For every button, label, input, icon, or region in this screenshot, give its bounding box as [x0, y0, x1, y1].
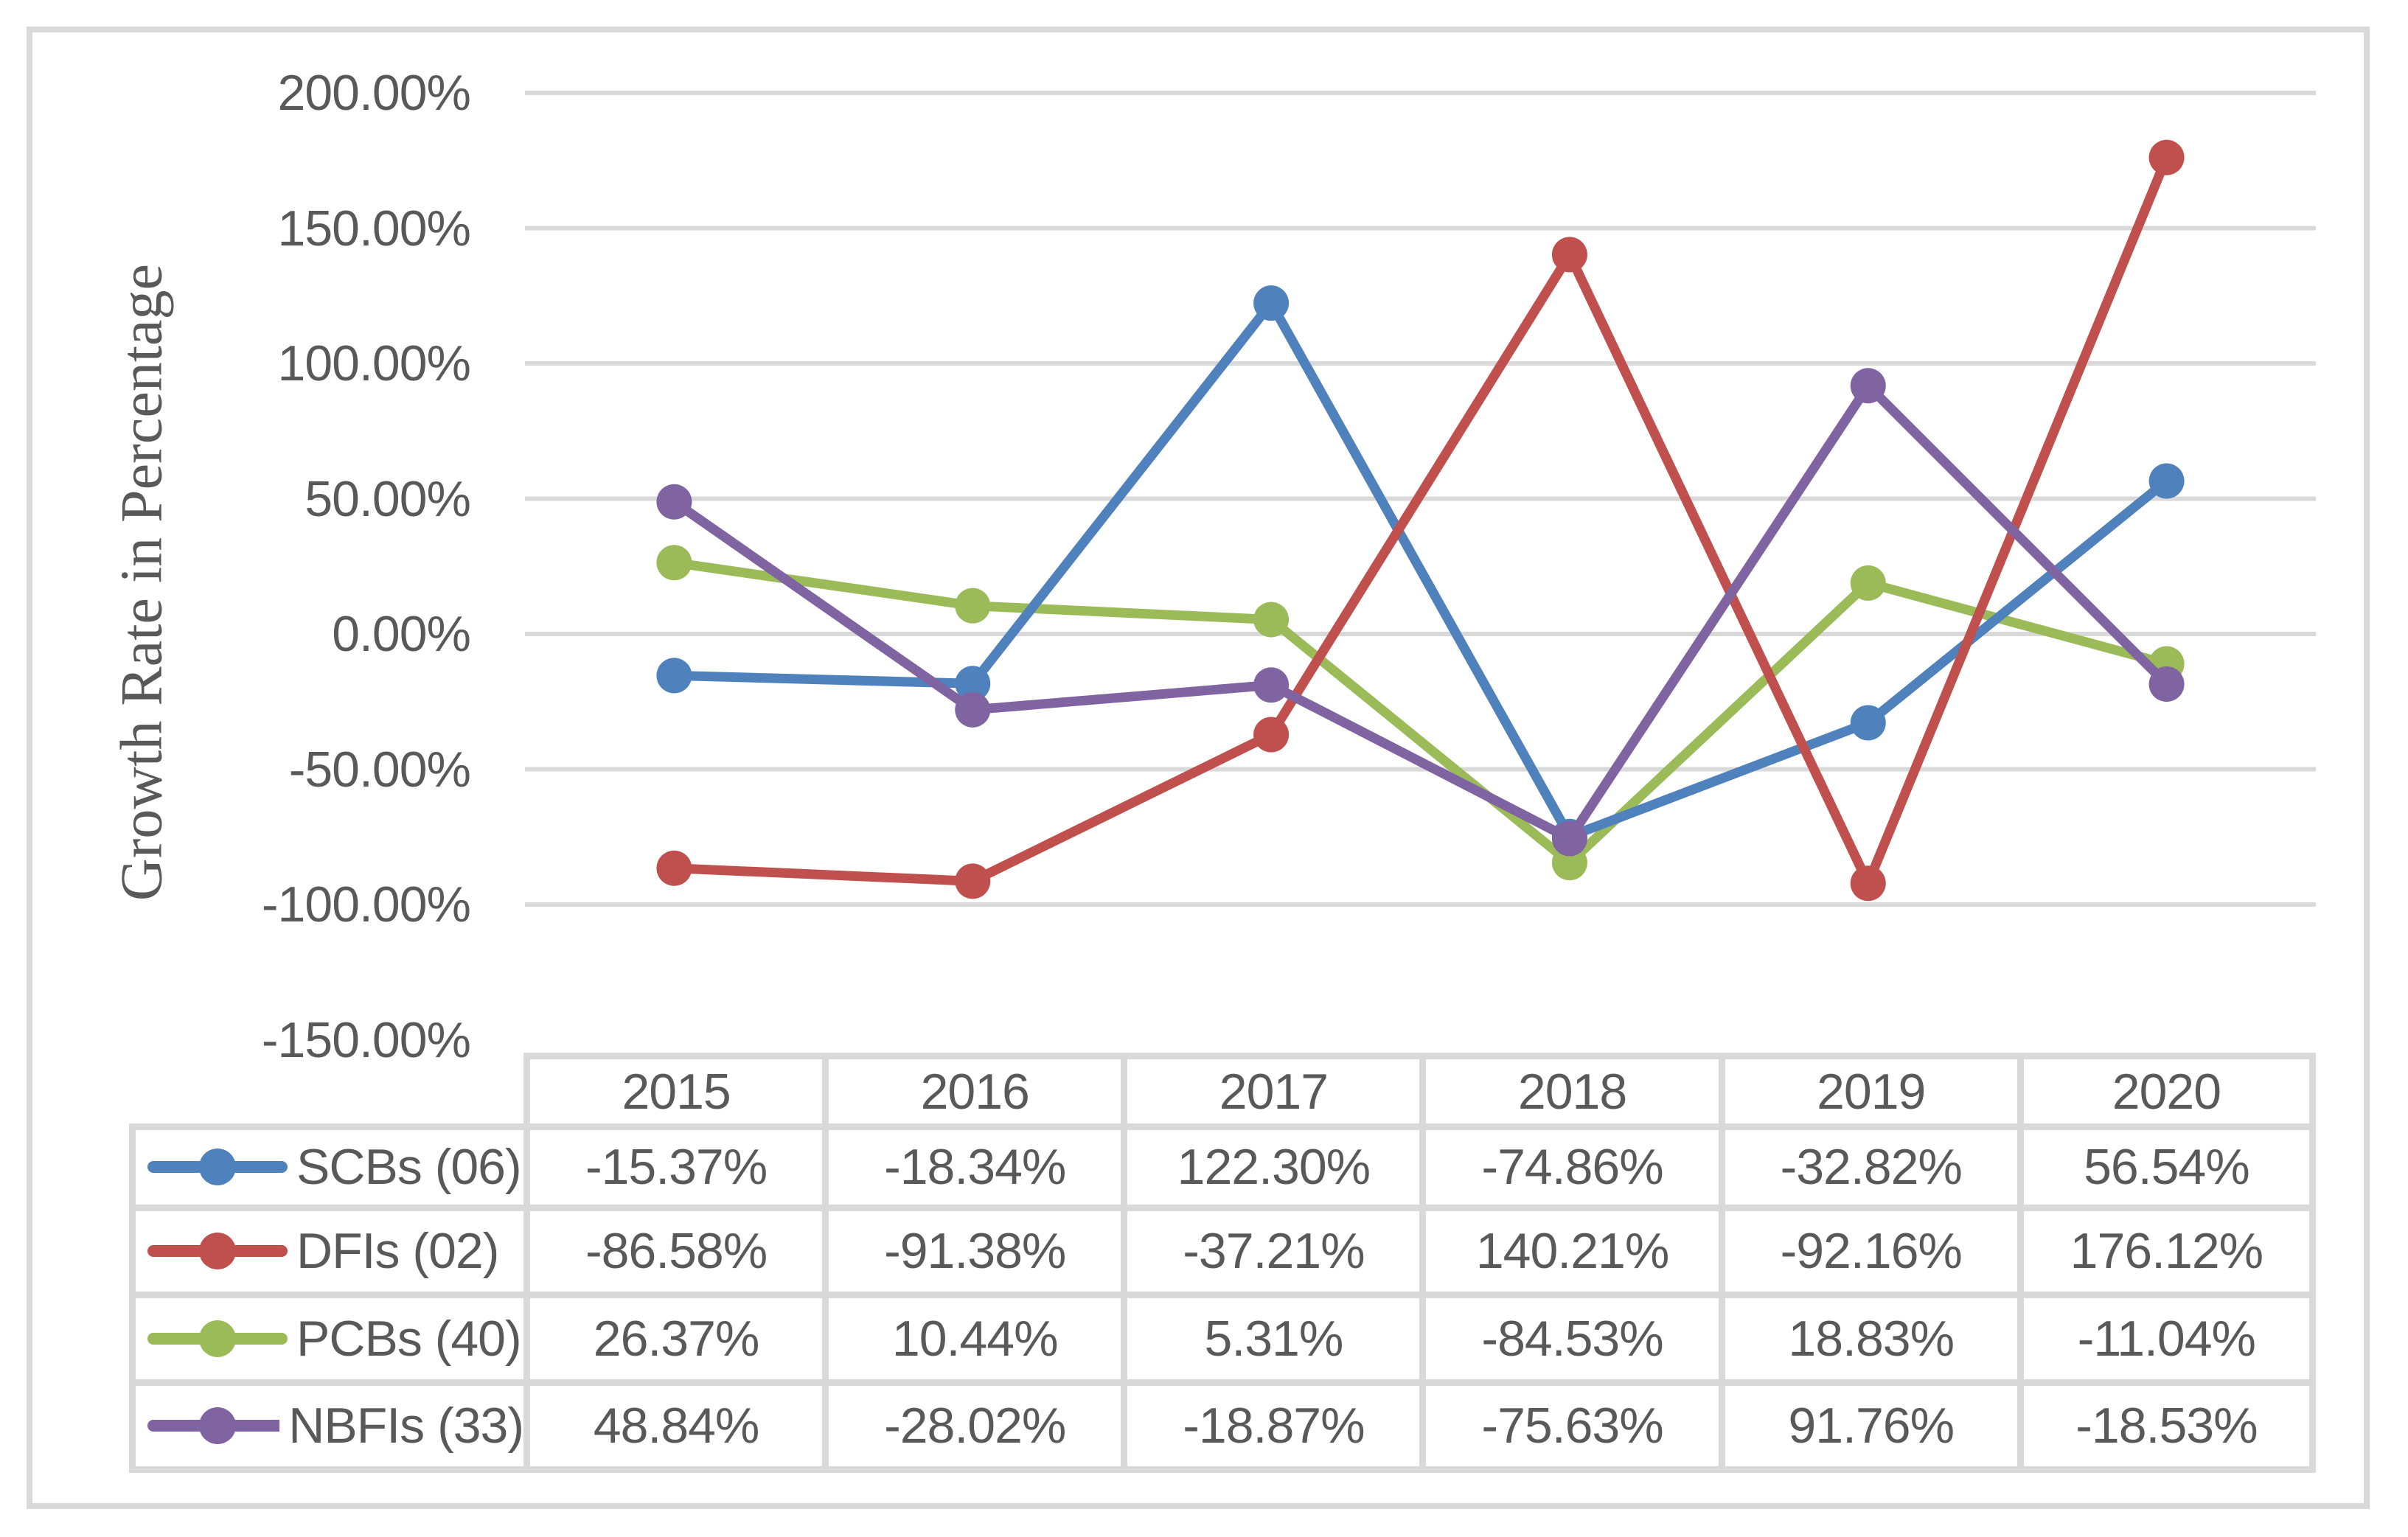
table-value-cell: 48.84%: [523, 1385, 823, 1473]
data-point: [1850, 368, 1886, 404]
data-point: [1253, 285, 1290, 321]
y-tick-label: -150.00%: [261, 1011, 471, 1068]
year-header-cell: 2019: [1718, 1053, 2017, 1123]
table-value-cell: 56.54%: [2016, 1123, 2316, 1211]
data-point: [955, 666, 991, 702]
y-tick-label: 100.00%: [277, 335, 471, 391]
legend-key-icon: [147, 1233, 288, 1270]
table-value-cell: -74.86%: [1419, 1123, 1719, 1211]
table-value-cell: -18.87%: [1121, 1385, 1420, 1473]
data-point: [656, 484, 692, 520]
data-point: [955, 691, 991, 728]
legend-series-label: SCBs (06): [296, 1139, 522, 1196]
y-tick-label: 150.00%: [277, 200, 471, 257]
data-point: [955, 863, 991, 899]
series-line: [669, 153, 2172, 888]
table-value-cell: 122.30%: [1121, 1123, 1420, 1211]
series-line: [669, 298, 2172, 842]
table-value-cell: 140.21%: [1419, 1210, 1719, 1298]
legend-series-label: NBFIs (33): [288, 1398, 524, 1454]
y-tick-label: 200.00%: [277, 65, 471, 121]
data-point: [955, 588, 991, 624]
legend-key-icon: [147, 1149, 288, 1186]
table-value-cell: -92.16%: [1718, 1210, 2017, 1298]
table-corner-blank: [129, 1053, 523, 1123]
table-value-cell: -32.82%: [1718, 1123, 2017, 1211]
table-value-cell: -18.34%: [822, 1123, 1121, 1211]
legend-cell: SCBs (06): [129, 1123, 523, 1211]
table-value-cell: 5.31%: [1121, 1298, 1420, 1386]
legend-cell: PCBs (40): [129, 1298, 523, 1386]
legend-cell: DFIs (02): [129, 1210, 523, 1298]
year-header-cell: 2015: [523, 1053, 823, 1123]
data-point: [1850, 865, 1886, 902]
data-point: [1253, 667, 1290, 703]
y-tick-label: 50.00%: [305, 470, 471, 527]
table-value-cell: 26.37%: [523, 1298, 823, 1386]
table-value-cell: 176.12%: [2016, 1210, 2316, 1298]
data-point: [1551, 237, 1587, 273]
data-point: [1253, 717, 1290, 753]
data-point: [2148, 463, 2185, 499]
table-value-cell: -84.53%: [1419, 1298, 1719, 1386]
legend-key-icon: [147, 1320, 288, 1357]
table-value-cell: 10.44%: [822, 1298, 1121, 1386]
table-value-cell: -18.53%: [2016, 1385, 2316, 1473]
table-value-cell: -91.38%: [822, 1210, 1121, 1298]
legend-cell: NBFIs (33): [129, 1385, 524, 1473]
legend-series-label: DFIs (02): [296, 1223, 499, 1280]
data-point: [1551, 820, 1587, 857]
data-point: [1850, 705, 1886, 741]
chart-data-table: 2015 2016 2017 2018 2019 2020 SCBs (06) -15.37%…: [129, 1053, 2316, 1473]
data-point: [656, 658, 692, 694]
year-header-cell: 2020: [2016, 1053, 2316, 1123]
table-value-cell: -28.02%: [822, 1385, 1121, 1473]
series-line: [669, 557, 2172, 868]
data-point: [656, 545, 692, 581]
series-line: [669, 380, 2172, 844]
data-point: [1253, 602, 1290, 638]
table-value-cell: -75.63%: [1419, 1385, 1719, 1473]
year-header-cell: 2017: [1121, 1053, 1420, 1123]
data-point: [656, 850, 692, 886]
table-value-cell: -15.37%: [523, 1123, 823, 1211]
table-value-cell: -37.21%: [1121, 1210, 1420, 1298]
series-pcbs: [656, 545, 2185, 881]
legend-series-label: PCBs (40): [296, 1310, 522, 1367]
series-dfis: [656, 139, 2185, 902]
year-header-cell: 2016: [822, 1053, 1121, 1123]
year-header-cell: 2018: [1419, 1053, 1719, 1123]
table-value-cell: -11.04%: [2016, 1298, 2316, 1386]
table-value-cell: 91.76%: [1718, 1385, 2017, 1473]
legend-key-icon: [147, 1407, 280, 1445]
y-tick-label: -50.00%: [288, 741, 471, 798]
y-tick-label: 0.00%: [332, 606, 471, 662]
y-tick-label: -100.00%: [261, 876, 471, 933]
data-point: [1850, 565, 1886, 601]
table-value-cell: -86.58%: [523, 1210, 823, 1298]
series-nbfis: [656, 368, 2185, 857]
data-point: [2148, 139, 2185, 175]
table-value-cell: 18.83%: [1718, 1298, 2017, 1386]
data-point: [2148, 666, 2185, 703]
